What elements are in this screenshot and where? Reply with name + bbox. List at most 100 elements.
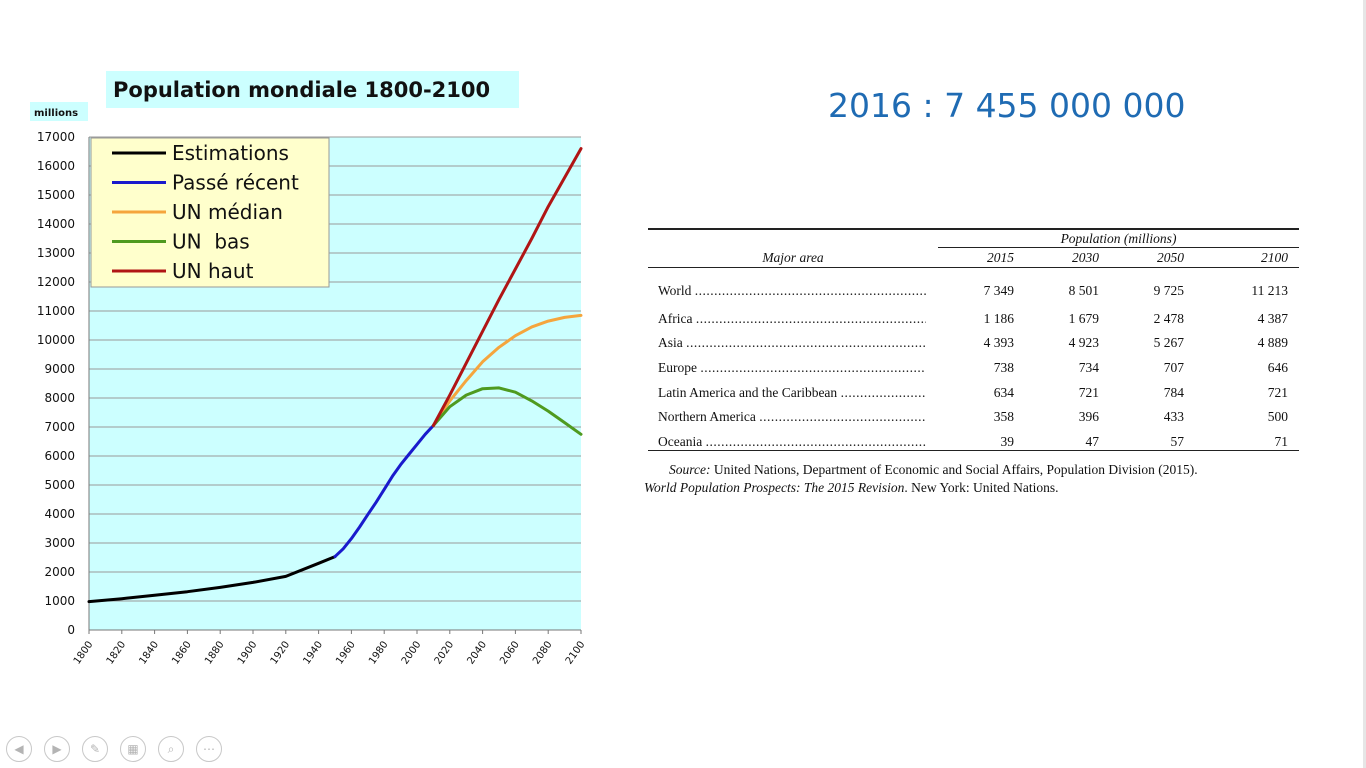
x-tick-label: 1880 bbox=[203, 639, 227, 666]
x-tick-label: 2000 bbox=[400, 639, 424, 666]
y-tick-label: 1000 bbox=[44, 594, 75, 608]
x-tick-label: 2080 bbox=[531, 639, 555, 666]
y-tick-label: 3000 bbox=[44, 536, 75, 550]
y-tick-label: 17000 bbox=[37, 130, 75, 144]
table-cell-value: 1 679 bbox=[1068, 311, 1099, 326]
x-tick-label: 2040 bbox=[465, 639, 489, 666]
table-cell-value: 721 bbox=[1267, 385, 1288, 400]
x-tick-label: 1920 bbox=[269, 639, 293, 666]
y-axis-label: millions bbox=[34, 108, 78, 119]
x-tick-label: 2060 bbox=[498, 639, 522, 666]
previous-icon[interactable]: ◀ bbox=[6, 736, 32, 762]
table-row: Africa .................................… bbox=[648, 311, 1299, 329]
table-cell-value: 4 393 bbox=[983, 335, 1014, 350]
leader-dots: ........................................… bbox=[700, 360, 926, 375]
series-line-3 bbox=[431, 313, 583, 427]
x-tick-label: 1860 bbox=[170, 639, 194, 666]
table-header-year: 2050 bbox=[1157, 250, 1184, 265]
axes bbox=[88, 137, 582, 634]
table-cell-area: Europe .................................… bbox=[658, 360, 926, 376]
table-header-year: 2015 bbox=[987, 250, 1014, 265]
table-rule-bottom bbox=[648, 450, 1299, 451]
area-name: World bbox=[658, 283, 695, 298]
table-cell-value: 721 bbox=[1078, 385, 1099, 400]
chart-legend: Estimations Passé récent UN médian UN bas UN… bbox=[90, 137, 330, 288]
table-cell-value: 4 387 bbox=[1257, 311, 1288, 326]
table-cell-value: 396 bbox=[1078, 409, 1099, 424]
source-line-1: United Nations, Department of Economic a… bbox=[710, 462, 1198, 477]
zoom-icon[interactable]: ⌕ bbox=[158, 736, 184, 762]
table-cell-area: Latin America and the Caribbean ........… bbox=[658, 385, 926, 401]
legend-label: Estimations bbox=[172, 141, 289, 165]
table-cell-value: 5 267 bbox=[1153, 335, 1184, 350]
gridlines bbox=[89, 136, 581, 631]
table-header-year: 2030 bbox=[1072, 250, 1099, 265]
y-tick-label: 6000 bbox=[44, 449, 75, 463]
table-source-note: Source: United Nations, Department of Ec… bbox=[644, 461, 1304, 497]
x-tick-label: 2020 bbox=[433, 639, 457, 666]
ylabel-box bbox=[30, 102, 88, 121]
leader-dots: ........................................… bbox=[840, 385, 926, 400]
slide-border bbox=[1363, 0, 1366, 768]
x-tick-label: 1840 bbox=[137, 639, 161, 666]
y-tick-label: 10000 bbox=[37, 333, 75, 347]
y-tick-label: 4000 bbox=[44, 507, 75, 521]
source-publication: World Population Prospects: The 2015 Rev… bbox=[644, 480, 905, 495]
series-line-5 bbox=[431, 147, 583, 427]
leader-dots: ........................................… bbox=[695, 311, 926, 326]
y-tick-label: 12000 bbox=[37, 275, 75, 289]
next-icon[interactable]: ▶ bbox=[44, 736, 70, 762]
table-cell-value: 8 501 bbox=[1068, 283, 1099, 298]
y-tick-label: 16000 bbox=[37, 159, 75, 173]
table-row: World ..................................… bbox=[648, 283, 1299, 301]
x-tick-label: 2100 bbox=[564, 639, 588, 666]
table-cell-value: 646 bbox=[1267, 360, 1288, 375]
table-cell-area: Oceania ................................… bbox=[658, 434, 926, 450]
chart-title-box bbox=[106, 71, 519, 108]
population-table: Population (millions) Major area 2015 20… bbox=[648, 228, 1299, 458]
slides-grid-icon[interactable]: ▦ bbox=[120, 736, 146, 762]
legend-label: UN haut bbox=[172, 259, 254, 283]
table-cell-value: 500 bbox=[1267, 409, 1288, 424]
table-cell-value: 738 bbox=[993, 360, 1014, 375]
y-tick-label: 7000 bbox=[44, 420, 75, 434]
table-cell-value: 39 bbox=[1000, 434, 1015, 449]
table-cell-value: 4 889 bbox=[1257, 335, 1288, 350]
area-name: Africa bbox=[658, 311, 696, 326]
source-label: Source: bbox=[669, 462, 711, 477]
legend-label: UN médian bbox=[172, 200, 283, 224]
table-cell-value: 2 478 bbox=[1153, 311, 1184, 326]
table-row: Oceania ................................… bbox=[648, 434, 1299, 452]
leader-dots: ........................................… bbox=[705, 434, 926, 449]
source-line-2: . New York: United Nations. bbox=[904, 480, 1059, 495]
area-name: Northern America bbox=[658, 409, 760, 424]
table-cell-area: World ..................................… bbox=[658, 283, 926, 299]
y-tick-label: 11000 bbox=[37, 304, 75, 318]
x-tick-label: 1980 bbox=[367, 639, 391, 666]
y-tick-label: 8000 bbox=[44, 391, 75, 405]
table-rule-group bbox=[938, 247, 1299, 248]
table-cell-value: 57 bbox=[1170, 434, 1185, 449]
table-cell-area: Northern America .......................… bbox=[658, 409, 926, 425]
table-row: Northern America .......................… bbox=[648, 409, 1299, 427]
series-line-4 bbox=[431, 386, 583, 436]
legend-label: UN bas bbox=[172, 230, 250, 254]
table-cell-value: 784 bbox=[1163, 385, 1184, 400]
table-row: Latin America and the Caribbean ........… bbox=[648, 385, 1299, 403]
x-tick-label: 1940 bbox=[301, 639, 325, 666]
table-cell-value: 433 bbox=[1163, 409, 1184, 424]
more-options-icon[interactable]: ⋯ bbox=[196, 736, 222, 762]
population-chart: Population mondiale 1800-2100 millions 0… bbox=[30, 71, 588, 667]
pen-icon[interactable]: ✎ bbox=[82, 736, 108, 762]
leader-dots: ........................................… bbox=[694, 283, 926, 298]
series-lines bbox=[87, 147, 583, 604]
table-cell-value: 734 bbox=[1078, 360, 1099, 375]
table-header-year: 2100 bbox=[1261, 250, 1288, 265]
area-name: Oceania bbox=[658, 434, 706, 449]
table-cell-area: Asia ...................................… bbox=[658, 335, 926, 351]
leader-dots: ........................................… bbox=[759, 409, 926, 424]
x-tick-labels: 1800 1820 1840 1860 1880 1900 1920 1940 1960 1980… bbox=[72, 639, 588, 666]
series-line-2 bbox=[333, 424, 435, 559]
y-tick-label: 14000 bbox=[37, 217, 75, 231]
x-tick-label: 1900 bbox=[236, 639, 260, 666]
